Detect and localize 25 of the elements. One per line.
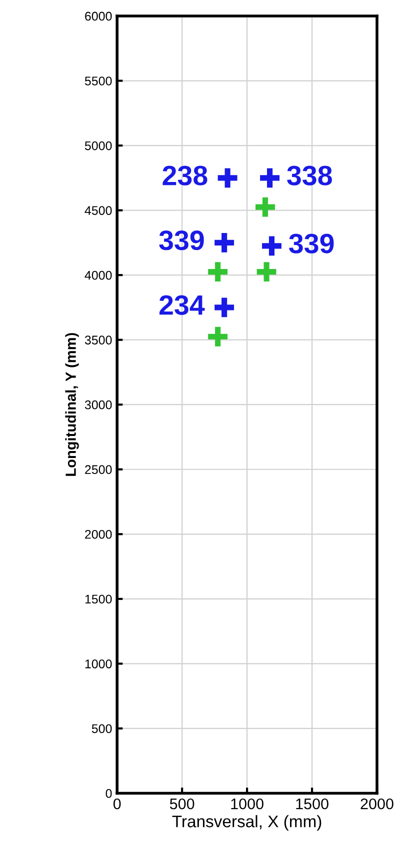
annotation: 339 [289, 234, 334, 254]
y-tick-label: 500 [92, 724, 112, 734]
annotation: 234 [159, 295, 205, 315]
x-tick-label: 0 [113, 798, 121, 810]
y-tick-label: 5500 [84, 76, 112, 86]
x-tick-label: 2000 [360, 798, 394, 810]
y-tick-label: 1500 [85, 594, 112, 604]
y-tick-label: 4000 [84, 270, 112, 280]
annotation: 338 [287, 166, 332, 186]
annotation: 339 [159, 230, 204, 250]
x-axis-title: Transversal, X (mm) [172, 815, 322, 831]
y-tick-label: 0 [106, 789, 112, 798]
y-tick-label: 4500 [84, 206, 112, 215]
y-tick-label: 3500 [84, 336, 112, 344]
y-axis-title: Longitudinal, Y (mm) [65, 333, 79, 476]
x-tick-label: 500 [170, 798, 194, 810]
y-tick-label: 5000 [84, 141, 112, 150]
y-tick-label: 2000 [85, 530, 112, 539]
x-tick-label: 1000 [231, 798, 264, 810]
x-tick-label: 1500 [296, 798, 328, 810]
y-tick-label: 1000 [85, 659, 112, 668]
annotation: 238 [162, 166, 208, 186]
y-tick-label: 3000 [84, 400, 112, 410]
y-tick-label: 2500 [85, 465, 112, 474]
y-tick-label: 6000 [85, 12, 112, 21]
